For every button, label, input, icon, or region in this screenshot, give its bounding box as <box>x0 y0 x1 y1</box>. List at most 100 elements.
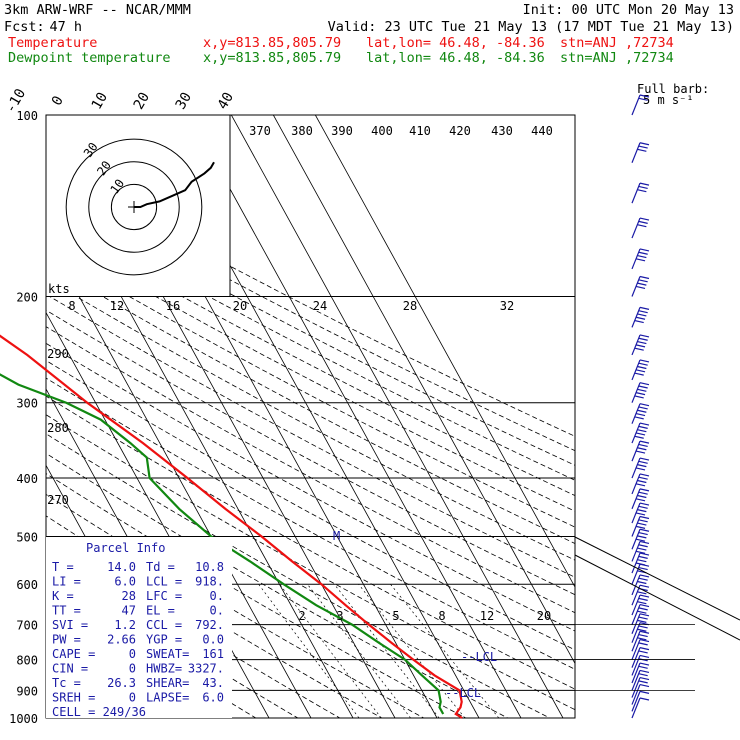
parcel-value: 792. <box>195 618 224 632</box>
mixing-ratio-line <box>358 583 466 718</box>
wind-barb-staff <box>631 691 641 712</box>
wind-barb <box>631 359 650 381</box>
wind-barb-flag <box>639 182 650 186</box>
wind-barb <box>631 594 650 616</box>
wind-barb-flag <box>638 337 648 341</box>
wind-barb-flag <box>639 647 650 651</box>
wind-barb-flag <box>638 680 648 684</box>
wind-barb-flag <box>635 538 646 542</box>
wind-barb-flag <box>637 628 647 632</box>
dry-adiabat <box>46 247 575 528</box>
dry-adiabat <box>46 219 575 497</box>
parcel-label: SREH = <box>52 691 95 705</box>
wind-barb-flag <box>639 306 650 310</box>
parcel-label: Td = <box>146 560 175 574</box>
parcel-value: 3327. <box>188 662 224 676</box>
wind-barb-flag <box>639 690 650 694</box>
wind-barb-staff <box>631 276 641 297</box>
wind-barb-flag <box>639 540 650 545</box>
dewpoint-latlon: lat,lon= 46.48, -84.36 <box>366 50 545 66</box>
parcel-value: 14.0 <box>107 560 136 574</box>
wind-barb-flag <box>639 552 650 556</box>
wind-barb-flag <box>635 512 646 516</box>
wind-barb-flag <box>638 555 648 559</box>
mixing-ratio-line <box>279 583 382 718</box>
wind-barb-flag <box>637 494 647 499</box>
wind-barb-flag <box>634 319 644 324</box>
wind-barb-flag <box>639 334 650 338</box>
skew-temp-label: 20 <box>131 90 153 113</box>
wind-barb-staff <box>631 440 641 462</box>
parcel-label: SWEAT= <box>146 647 189 661</box>
theta-label: 390 <box>331 124 353 138</box>
dewpoint-station: stn=ANJ ,72734 <box>560 50 674 66</box>
theta-label: 420 <box>449 124 471 138</box>
init-time: Init: 00 UTC Mon 20 May 13 <box>523 2 734 18</box>
isotherm-line <box>230 115 564 718</box>
parcel-info-title: Parcel Info <box>86 541 165 555</box>
wind-barb-staff <box>631 359 641 381</box>
wind-barb-flag <box>638 443 648 448</box>
wind-barb-flag <box>635 316 646 320</box>
hodograph-ring-label: 10 <box>108 176 128 196</box>
theta-label: 370 <box>249 124 271 138</box>
wind-barb-flag <box>637 429 647 433</box>
mixing-ratio-label: 12 <box>480 609 494 623</box>
wind-barb-flag <box>638 566 648 571</box>
wind-barb-flag <box>634 435 644 439</box>
inner-temp-label: 28 <box>403 299 417 313</box>
wind-barb <box>631 647 650 668</box>
hodograph-ring-label: 30 <box>81 140 101 160</box>
parcel-label: SVI = <box>52 618 88 632</box>
dewpoint-legend: Dewpoint temperature <box>8 50 171 66</box>
wind-barb-flag <box>639 584 650 588</box>
forecast-label: Fcst: <box>4 19 45 35</box>
dry-adiabat <box>46 493 425 718</box>
parcel-label: HWBZ= <box>146 662 182 676</box>
wind-barb-staff <box>631 457 641 479</box>
wind-barb-flag <box>638 607 648 611</box>
temperature-station: stn=ANJ ,72734 <box>560 35 674 51</box>
wind-barb <box>631 613 650 635</box>
wind-barb <box>631 552 650 574</box>
inner-temp-label: 8 <box>68 299 75 313</box>
wind-barb-flag <box>638 385 648 389</box>
isotherm-line <box>0 115 17 718</box>
wind-barb-flag <box>637 282 647 286</box>
wind-barb-flag <box>637 254 647 259</box>
hodograph-ring <box>110 183 158 231</box>
parcel-value: 0. <box>210 604 224 618</box>
parcel-value: 28 <box>122 589 136 603</box>
wind-barb-flag <box>637 148 647 152</box>
wind-barb <box>631 690 650 712</box>
pressure-label: 300 <box>16 397 38 411</box>
wind-barb-staff <box>631 639 641 660</box>
wind-barb-flag <box>639 382 650 386</box>
frame-diagonal-b <box>574 554 740 641</box>
parcel-label: LI = <box>52 575 81 589</box>
parcel-label: LAPSE= <box>146 691 189 705</box>
wind-barb-flag <box>639 440 650 444</box>
wind-barb <box>631 662 650 684</box>
wind-barb-flag <box>639 248 650 252</box>
wind-barb-flag <box>637 601 647 605</box>
parcel-label: LFC = <box>146 589 182 603</box>
parcel-value: 0. <box>210 589 224 603</box>
theta-label: 400 <box>371 124 393 138</box>
parcel-label: PW = <box>52 633 81 647</box>
wind-barb-flag <box>637 610 647 614</box>
wind-barb-flag <box>639 488 650 492</box>
wind-barb <box>631 422 650 444</box>
wind-barb-flag <box>639 654 650 659</box>
wind-barb-flag <box>638 597 648 601</box>
wind-barb-flag <box>635 467 646 471</box>
wind-barb-staff <box>631 142 641 163</box>
wind-barb <box>631 676 650 698</box>
wind-barb-flag <box>638 460 648 464</box>
wind-barb-flag <box>639 422 650 426</box>
wind-barb-staff <box>631 584 641 606</box>
wind-barb-flag <box>638 476 648 480</box>
inner-temp-label: 12 <box>110 299 124 313</box>
wind-barb <box>631 683 650 705</box>
wind-barb-flag <box>639 275 650 280</box>
